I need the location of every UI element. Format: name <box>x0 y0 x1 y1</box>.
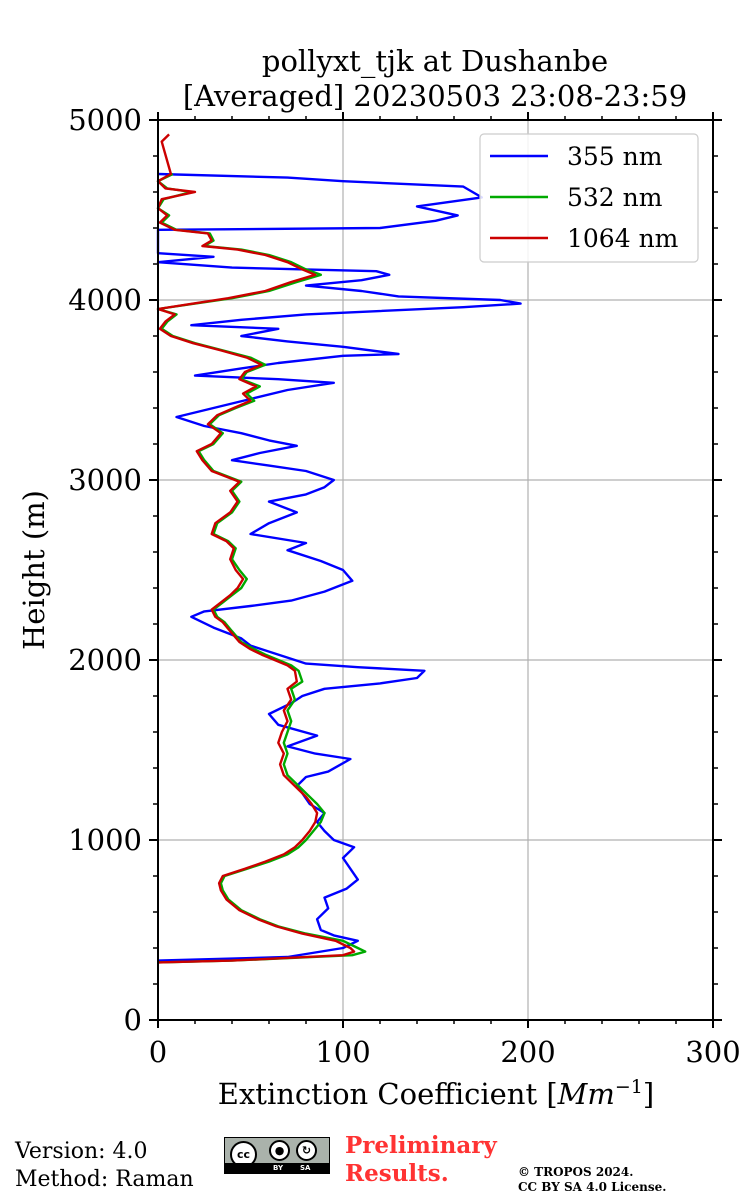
sa-label: SA <box>300 1164 311 1172</box>
preliminary-results-note: Preliminary Results. <box>345 1132 497 1188</box>
chart-title-line-2: [Averaged] 20230503 23:08-23:59 <box>183 79 687 113</box>
method-text: Method: Raman <box>15 1167 194 1192</box>
legend-label: 532 nm <box>567 183 663 212</box>
x-tick-label: 200 <box>500 1035 555 1069</box>
series-line-355-nm <box>156 172 522 962</box>
x-tick-label: 300 <box>685 1035 740 1069</box>
y-tick-label: 0 <box>124 1003 142 1037</box>
preliminary-line-1: Preliminary <box>345 1132 497 1159</box>
person-icon: ● <box>269 1140 290 1161</box>
preliminary-line-2: Results. <box>345 1160 449 1187</box>
legend-frame <box>479 133 699 263</box>
x-tick-label: 100 <box>315 1035 370 1069</box>
y-tick-label: 3000 <box>68 463 142 497</box>
y-axis-label: Height (m) <box>17 490 51 650</box>
y-tick-label: 1000 <box>68 823 142 857</box>
series-lines <box>156 133 522 964</box>
plot-frame <box>157 119 714 1021</box>
y-tick-label: 4000 <box>68 283 142 317</box>
y-tick-label: 5000 <box>68 103 142 137</box>
tick-marks <box>149 112 722 1028</box>
cc-license-badge: cc ● ↻ BY SA <box>224 1137 330 1174</box>
x-tick-label: 0 <box>149 1035 167 1069</box>
copyright-line-1: © TROPOS 2024. <box>518 1165 634 1179</box>
legend: 355 nm 532 nm 1064 nm <box>479 133 699 263</box>
copyright-line-2: CC BY SA 4.0 License. <box>518 1180 667 1194</box>
series-line-532-nm <box>156 172 367 964</box>
legend-label: 1064 nm <box>567 224 679 253</box>
license-strip: BY SA <box>225 1163 329 1173</box>
x-axis-label: Extinction Coefficient [Mm−1] <box>218 1076 654 1111</box>
copyright-note: © TROPOS 2024. CC BY SA 4.0 License. <box>518 1165 666 1195</box>
by-label: BY <box>273 1164 284 1172</box>
y-tick-label: 2000 <box>68 643 142 677</box>
version-text: Version: 4.0 <box>15 1139 148 1164</box>
axes <box>157 119 714 1021</box>
legend-label: 355 nm <box>567 142 663 171</box>
series-line-1064-nm <box>156 133 356 964</box>
share-alike-icon: ↻ <box>296 1140 317 1161</box>
chart-title-line-1: pollyxt_tjk at Dushanbe <box>262 44 608 79</box>
